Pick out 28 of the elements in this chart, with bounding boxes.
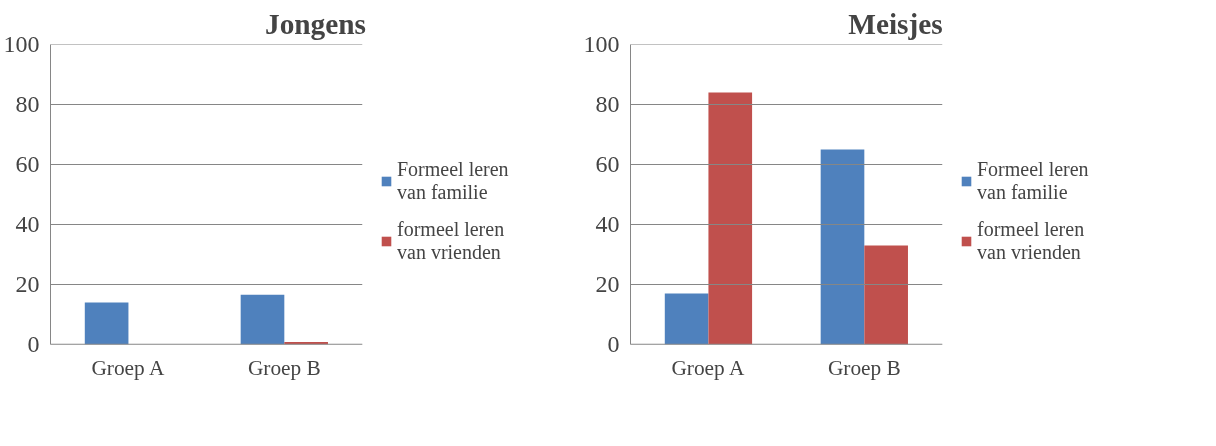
bar — [708, 92, 753, 345]
bar — [240, 294, 285, 345]
chart-title: Jongens — [264, 7, 367, 40]
bar — [864, 245, 908, 345]
legend-label: Formeel leren van familie — [977, 158, 1089, 204]
x-tick-label: Groep A — [91, 355, 165, 380]
y-tick-label: 20 — [15, 271, 40, 297]
chart-title: Meisjes — [848, 7, 943, 40]
y-tick-label: 80 — [15, 91, 40, 117]
x-tick-label: Groep B — [247, 355, 321, 380]
y-tick-label: 60 — [15, 151, 40, 177]
y-tick-label: 60 — [595, 151, 620, 177]
y-tick-label: 100 — [3, 31, 40, 57]
y-tick-label: 40 — [15, 211, 40, 237]
legend-label: formeel leren van vrienden — [397, 218, 505, 264]
bar — [820, 149, 865, 345]
y-tick-label: 0 — [27, 331, 40, 357]
bar — [664, 293, 709, 345]
y-tick-label: 40 — [595, 211, 620, 237]
y-tick-label: 0 — [607, 331, 620, 357]
x-tick-label: Groep A — [671, 355, 745, 380]
legend-label: formeel leren van vrienden — [977, 218, 1085, 264]
y-tick-label: 80 — [595, 91, 620, 117]
bar — [84, 302, 129, 345]
legend-label: Formeel leren van familie — [397, 158, 509, 204]
y-tick-label: 20 — [595, 271, 620, 297]
y-tick-label: 100 — [583, 31, 620, 57]
x-tick-label: Groep B — [827, 355, 901, 380]
